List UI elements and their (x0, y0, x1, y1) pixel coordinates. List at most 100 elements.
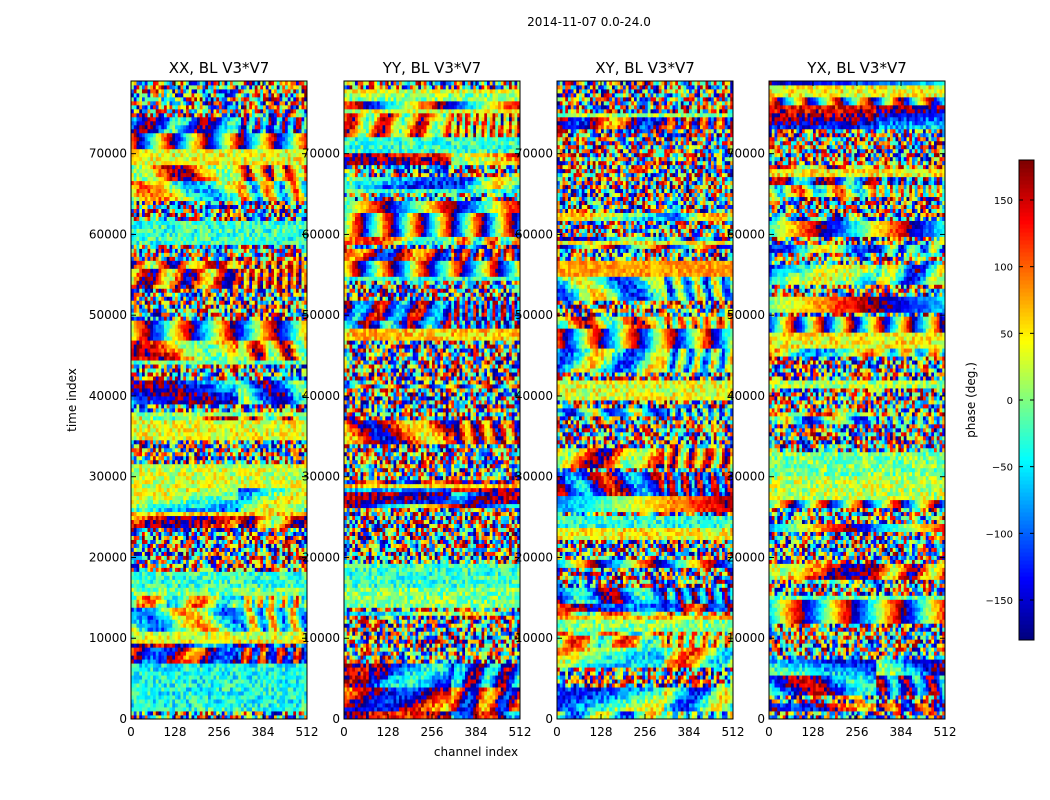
heatmap-cell (161, 415, 165, 421)
heatmap-cell (282, 591, 286, 596)
heatmap-cell (268, 495, 272, 501)
heatmap-cell (254, 431, 258, 437)
heatmap-cell (257, 543, 261, 548)
heatmap-cell (243, 543, 247, 548)
heatmap-cell (301, 407, 305, 413)
heatmap-cell (276, 635, 280, 640)
heatmap-cell (249, 407, 253, 413)
heatmap-cell (296, 427, 300, 433)
heatmap-cell (155, 679, 159, 684)
heatmap-cell (202, 611, 206, 616)
heatmap-cell (136, 579, 140, 584)
heatmap-cell (290, 491, 294, 497)
heatmap-cell (274, 535, 278, 540)
heatmap-cell (161, 579, 165, 584)
heatmap-cell (287, 475, 291, 481)
heatmap-cell (161, 531, 165, 536)
heatmap-cell (164, 539, 168, 544)
heatmap-cell (166, 455, 170, 461)
heatmap-cell (227, 675, 231, 680)
heatmap-cell (208, 499, 212, 505)
heatmap-cell (169, 675, 173, 680)
heatmap-cell (263, 475, 267, 481)
heatmap-cell (296, 523, 300, 528)
heatmap-cell (161, 419, 165, 425)
heatmap-cell (183, 671, 187, 676)
heatmap-cell (158, 623, 162, 628)
heatmap-cell (183, 703, 187, 708)
heatmap-cell (191, 591, 195, 596)
heatmap-cell (153, 435, 157, 441)
heatmap-cell (180, 519, 184, 525)
heatmap-cell (219, 495, 223, 501)
heatmap-cell (150, 647, 154, 652)
heatmap-cell (161, 607, 165, 612)
heatmap-cell (235, 511, 239, 517)
heatmap-cell (169, 663, 173, 668)
heatmap-cell (144, 591, 148, 596)
heatmap-cell (164, 655, 168, 660)
heatmap-cell (298, 655, 302, 660)
heatmap-cell (208, 495, 212, 501)
heatmap-cell (290, 439, 294, 445)
heatmap-cell (268, 651, 272, 656)
heatmap-cell (296, 631, 300, 636)
heatmap-cell (188, 447, 192, 453)
heatmap-cell (142, 435, 146, 441)
heatmap-cell (172, 675, 176, 680)
heatmap-cell (194, 599, 198, 604)
heatmap-cell (230, 711, 234, 716)
heatmap-cell (249, 519, 253, 525)
heatmap-cell (301, 495, 305, 501)
heatmap-cell (221, 639, 225, 644)
heatmap-cell (221, 599, 225, 604)
heatmap-cell (213, 667, 217, 672)
heatmap-cell (238, 687, 242, 692)
heatmap-cell (257, 575, 261, 580)
heatmap-cell (216, 583, 220, 588)
heatmap-cell (147, 547, 151, 552)
heatmap-cell (216, 643, 220, 648)
heatmap-cell (197, 523, 201, 528)
heatmap-cell (216, 455, 220, 461)
heatmap-cell (274, 711, 278, 716)
heatmap-cell (304, 671, 307, 676)
heatmap-cell (252, 495, 256, 501)
heatmap-cell (208, 623, 212, 628)
heatmap-cell (276, 695, 280, 700)
heatmap-cell (175, 443, 179, 449)
heatmap-cell (153, 567, 157, 572)
heatmap-cell (199, 703, 203, 708)
heatmap-cell (235, 427, 239, 433)
heatmap-cell (213, 587, 217, 592)
heatmap-cell (232, 431, 236, 437)
heatmap-cell (177, 643, 181, 648)
heatmap-cell (219, 559, 223, 564)
heatmap-cell (227, 531, 231, 536)
heatmap-cell (238, 627, 242, 632)
heatmap-cell (216, 639, 220, 644)
heatmap-cell (296, 659, 300, 664)
heatmap-cell (161, 523, 165, 528)
heatmap-cell (254, 683, 258, 688)
heatmap-cell (188, 639, 192, 644)
heatmap-cell (304, 599, 307, 604)
heatmap-cell (144, 523, 148, 528)
heatmap-cell (191, 535, 195, 540)
heatmap-cell (235, 615, 239, 620)
heatmap-cell (276, 647, 280, 652)
heatmap-cell (205, 587, 209, 592)
heatmap-cell (136, 583, 140, 588)
heatmap-cell (147, 683, 151, 688)
heatmap-cell (131, 595, 135, 600)
heatmap-cell (293, 463, 297, 469)
heatmap-cell (144, 599, 148, 604)
heatmap-cell (150, 555, 154, 560)
heatmap-cell (257, 483, 261, 489)
heatmap-cell (202, 615, 206, 620)
heatmap-cell (268, 595, 272, 600)
heatmap-cell (224, 619, 228, 624)
heatmap-cell (188, 599, 192, 604)
heatmap-cell (158, 479, 162, 485)
